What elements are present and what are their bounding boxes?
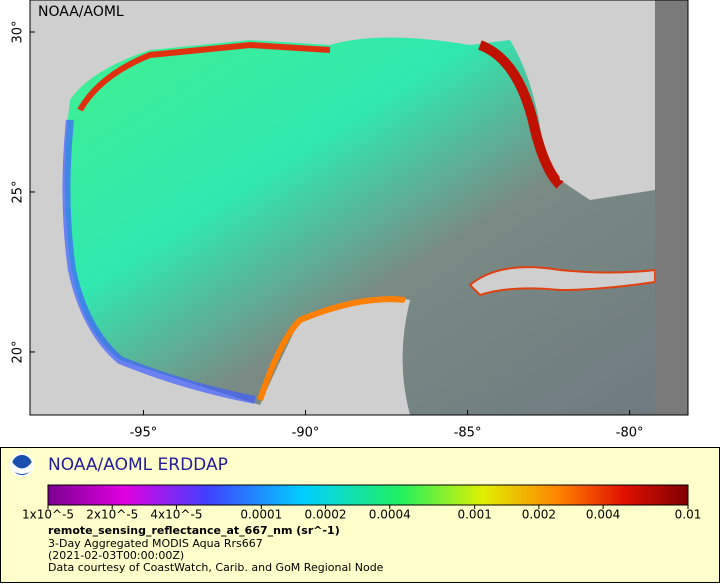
lat-tick-label: 20°: [11, 340, 26, 363]
colorbar-tick-label: 0.004: [586, 508, 620, 522]
watermark: NOAA/AOML: [38, 4, 124, 20]
colorbar-tick-label: 0.002: [522, 508, 556, 522]
caption-line: 3-Day Aggregated MODIS Aqua Rrs667: [48, 537, 263, 550]
coastal-reflectance: [77, 41, 331, 112]
coastal-reflectance: [257, 296, 406, 401]
lon-tick-label: -95°: [130, 426, 158, 441]
colorbar-tick-label: 0.01: [675, 508, 702, 522]
caption-line: (2021-02-03T00:00:00Z): [48, 549, 184, 562]
colorbar: [47, 484, 689, 506]
coastal-reflectance: [62, 119, 256, 404]
colorbar-tick-label: 0.001: [457, 508, 491, 522]
lat-tick-label: 30°: [11, 20, 26, 43]
colorbar-tick-label: 0.0001: [240, 508, 282, 522]
gulf-ocean: [65, 37, 655, 415]
variable-name: remote_sensing_reflectance_at_667_nm (sr…: [48, 524, 340, 537]
map: NOAA/AOML: [30, 0, 688, 415]
map-frame: [29, 0, 689, 416]
lon-tick-label: -90°: [292, 426, 320, 441]
yucatan: [300, 300, 410, 415]
legend-panel: [0, 447, 720, 583]
legend-title: NOAA/AOML ERDDAP: [48, 455, 228, 475]
florida: [545, 30, 630, 190]
no-data: [655, 0, 688, 415]
lon-tick-label: -80°: [616, 426, 644, 441]
caption-line: Data courtesy of CoastWatch, Carib. and …: [48, 561, 384, 574]
colorbar-tick-label: 2x10^-5: [86, 508, 138, 522]
watermark-bg: [36, 2, 110, 22]
coastal-reflectance: [478, 40, 564, 189]
lon-tick-label: -85°: [454, 426, 482, 441]
colorbar-tick-label: 0.0004: [369, 508, 411, 522]
colorbar-tick-label: 4x10^-5: [150, 508, 202, 522]
logo-wave: [12, 462, 32, 474]
lat-tick-label: 25°: [11, 180, 26, 203]
colorbar-tick-label: 1x10^-5: [22, 508, 74, 522]
colorbar-tick-label: 0.0002: [305, 508, 347, 522]
